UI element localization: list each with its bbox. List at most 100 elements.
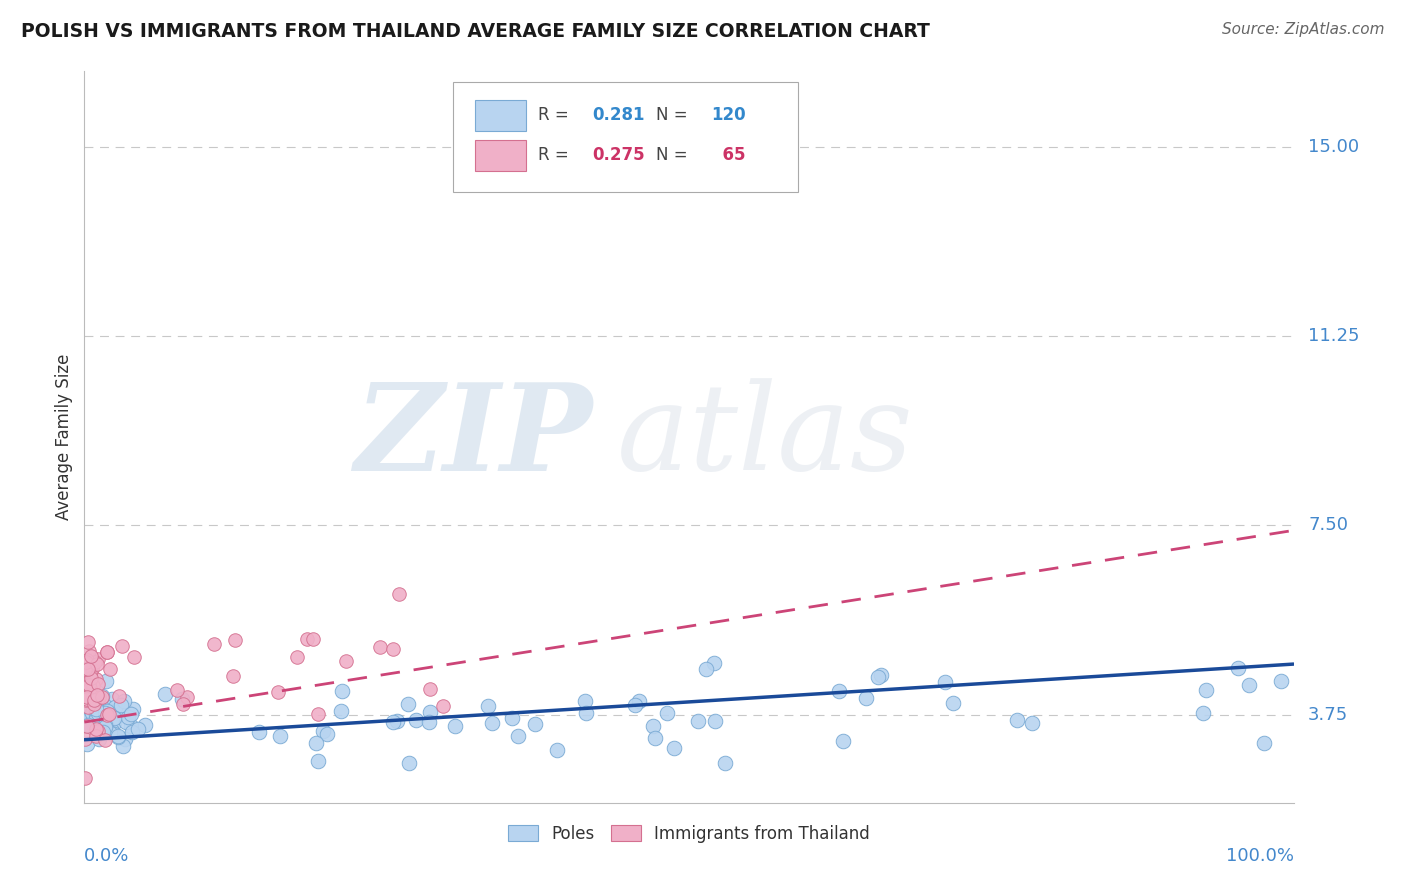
Point: [267, 684, 290, 698]
Point: [76, 719, 98, 733]
Point: [79, 681, 101, 695]
Point: [370, 640, 392, 655]
Point: [90, 689, 112, 703]
Point: [75, 710, 97, 724]
Point: [75, 698, 97, 713]
Point: [418, 715, 440, 730]
Point: [82, 706, 104, 720]
Point: [398, 756, 420, 770]
Text: N =: N =: [657, 106, 693, 124]
Point: [828, 684, 851, 698]
Point: [381, 715, 404, 730]
Point: [84, 717, 107, 731]
Point: [703, 714, 725, 728]
Point: [75, 663, 97, 677]
Point: [316, 726, 339, 740]
Point: [107, 730, 129, 744]
Point: [76, 694, 98, 708]
Point: [477, 698, 499, 713]
Point: [76, 699, 98, 714]
Point: [90, 698, 112, 713]
Point: [664, 740, 686, 755]
Point: [96, 699, 118, 714]
Point: [703, 656, 725, 670]
Point: [101, 691, 124, 706]
Point: [83, 693, 105, 707]
Point: [82, 717, 104, 731]
Point: [107, 729, 129, 743]
Point: [121, 702, 143, 716]
Point: [120, 719, 142, 733]
Point: [87, 677, 110, 691]
Point: [111, 639, 134, 653]
Point: [121, 725, 143, 739]
Point: [86, 689, 108, 703]
Point: [385, 714, 408, 728]
Point: [82, 689, 104, 703]
Point: [153, 687, 176, 701]
Point: [82, 662, 104, 676]
Point: [94, 698, 117, 713]
Point: [75, 692, 97, 706]
Point: [295, 632, 318, 646]
Point: [396, 698, 419, 712]
Point: [714, 756, 737, 770]
Point: [481, 715, 503, 730]
Point: [1237, 678, 1260, 692]
Point: [79, 674, 101, 689]
Text: 3.75: 3.75: [1308, 706, 1348, 723]
Text: 7.50: 7.50: [1308, 516, 1348, 534]
Point: [934, 675, 956, 690]
Point: [575, 706, 598, 720]
Point: [79, 644, 101, 658]
Point: [112, 739, 135, 753]
FancyBboxPatch shape: [475, 100, 526, 130]
Point: [82, 715, 104, 730]
Point: [101, 715, 124, 730]
Point: [419, 681, 441, 696]
Text: 15.00: 15.00: [1308, 138, 1360, 156]
Point: [307, 754, 329, 768]
Point: [84, 693, 107, 707]
Point: [79, 672, 101, 686]
Point: [868, 670, 890, 684]
Point: [76, 653, 98, 667]
Point: [644, 731, 666, 745]
Point: [80, 648, 103, 663]
Point: [335, 654, 357, 668]
Point: [329, 704, 352, 718]
Point: [94, 717, 117, 731]
Point: [89, 709, 111, 723]
Point: [73, 662, 96, 676]
Text: 120: 120: [710, 106, 745, 124]
Point: [84, 702, 107, 716]
Point: [75, 697, 97, 711]
Point: [574, 694, 596, 708]
Point: [91, 724, 114, 739]
Point: [76, 692, 98, 706]
Point: [107, 689, 129, 703]
Point: [1253, 736, 1275, 750]
Point: [84, 706, 107, 721]
Point: [94, 717, 117, 731]
Point: [87, 710, 110, 724]
Point: [82, 692, 104, 706]
Point: [117, 710, 139, 724]
Point: [114, 694, 136, 708]
Point: [655, 706, 678, 720]
Point: [83, 697, 105, 711]
Point: [84, 722, 107, 736]
Point: [94, 720, 117, 734]
Point: [77, 718, 100, 732]
Text: 65: 65: [710, 146, 745, 164]
FancyBboxPatch shape: [453, 82, 797, 192]
Point: [86, 652, 108, 666]
Point: [77, 661, 100, 675]
Legend: Poles, Immigrants from Thailand: Poles, Immigrants from Thailand: [501, 818, 877, 849]
Point: [1195, 682, 1218, 697]
Point: [93, 721, 115, 735]
Point: [82, 679, 104, 693]
Point: [1192, 706, 1215, 720]
Point: [86, 693, 108, 707]
Point: [86, 722, 108, 736]
